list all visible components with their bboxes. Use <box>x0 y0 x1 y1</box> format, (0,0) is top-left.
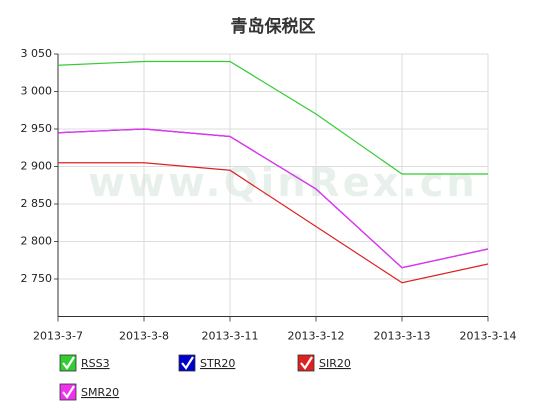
legend-item[interactable]: STR20 <box>178 354 235 372</box>
x-tick-label: 2013-3-7 <box>33 330 83 343</box>
chart-title: 青岛保税区 <box>231 16 316 37</box>
legend-item[interactable]: SIR20 <box>297 354 351 372</box>
legend-label[interactable]: SIR20 <box>319 357 351 370</box>
legend-check <box>62 385 75 399</box>
x-tick-label: 2013-3-11 <box>202 330 259 343</box>
y-tick-label: 2 900 <box>21 160 53 173</box>
series-line <box>58 162 489 284</box>
y-tick-label: 2 750 <box>21 272 53 285</box>
legend-check <box>62 356 75 370</box>
x-tick-label: 2013-3-14 <box>460 330 517 343</box>
series-line <box>57 128 489 269</box>
x-tick-label: 2013-3-12 <box>288 330 345 343</box>
y-tick-label: 2 950 <box>21 122 53 135</box>
legend-label[interactable]: STR20 <box>200 357 235 370</box>
x-tick-label: 2013-3-8 <box>119 330 169 343</box>
y-tick-label: 2 800 <box>21 235 53 248</box>
y-tick-label: 3 050 <box>21 47 53 60</box>
x-tick-label: 2013-3-13 <box>374 330 431 343</box>
series-line <box>57 60 488 175</box>
legend-label[interactable]: SMR20 <box>81 386 119 399</box>
legend-item[interactable]: SMR20 <box>59 383 119 401</box>
y-tick-label: 3 000 <box>21 85 53 98</box>
legend-item[interactable]: RSS3 <box>59 354 110 372</box>
legend-check <box>181 356 194 370</box>
legend-check <box>300 356 313 370</box>
legend-label[interactable]: RSS3 <box>81 357 110 370</box>
y-tick-label: 2 850 <box>21 197 53 210</box>
